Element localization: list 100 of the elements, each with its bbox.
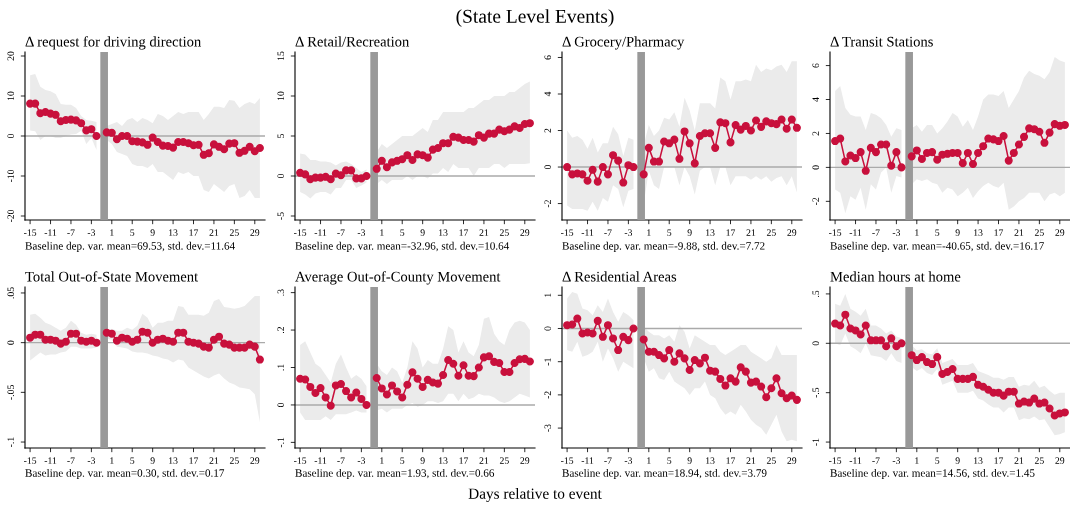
y-tick-label: -.1 [7,437,15,447]
x-tick-label: 13 [974,457,983,464]
y-tick-label: -1 [812,438,819,446]
x-tick-label: -7 [67,457,75,464]
y-tick-label: 2 [812,131,819,136]
x-tick-label: -15 [560,457,574,464]
y-tick-label: .05 [7,287,15,299]
x-tick-label: 5 [130,229,135,236]
x-tick-label: -11 [581,229,594,236]
x-tick-label: 5 [935,229,940,236]
y-tick-label: 0 [277,173,284,179]
x-tick-label: 9 [955,457,960,464]
y-tick-label: 6 [544,55,551,60]
y-tick-label: 1 [544,293,551,297]
y-tick-label: 15 [277,51,284,61]
y-tick-label: .2 [277,326,285,334]
x-tick-label: -7 [604,457,612,464]
x-tick-label: -3 [624,229,633,236]
x-tick-label: -15 [293,229,307,236]
y-tick-label: -2 [544,200,551,208]
y-tick-label: -.1 [277,437,285,448]
x-tick-label: 21 [209,457,219,464]
x-tick-label: 25 [1034,229,1044,236]
x-tick-label: -3 [357,229,366,236]
x-tick-label: -3 [87,457,96,464]
x-tick-label: 13 [439,229,448,236]
x-tick-label: -15 [560,229,574,236]
x-tick-label: 29 [787,457,797,464]
x-tick-label: -3 [892,457,901,464]
text: Baseline dep. var. mean=-32.96, std. dev.=10.64 [295,241,510,252]
x-tick-label: 29 [1055,457,1065,464]
x-tick-label: 13 [974,229,983,236]
x-tick-label: 13 [169,229,178,236]
text: Baseline dep. var. mean=18.94, std. dev.=3.79 [562,468,767,480]
x-tick-label: 29 [250,457,260,464]
x-tick-label: 1 [110,457,114,464]
y-tick-label: 0 [812,165,819,170]
chart-title: Total Out-of-State Movement [25,271,199,282]
y-tick-label: -3 [544,424,551,432]
x-tick-label: 21 [209,229,219,236]
y-tick-label: 0 [7,133,14,139]
x-tick-label: 17 [459,229,469,236]
x-tick-label: -15 [293,457,307,464]
text: Baseline dep. var. mean=-40.65, std. dev.=16.17 [830,241,1044,252]
x-tick-label: 17 [459,457,469,464]
y-tick-label: .3 [277,289,285,296]
x-tick-label: 21 [746,229,756,236]
x-tick-label: -7 [337,229,345,236]
x-tick-label: 25 [499,229,509,236]
y-tick-label: -10 [7,169,14,183]
x-tick-label: -3 [624,457,633,464]
x-tick-label: 25 [229,457,239,464]
x-tick-label: 17 [189,457,199,464]
y-tick-label: 0 [7,340,14,345]
y-tick-label: 0 [812,341,819,346]
x-tick-label: -15 [828,457,842,464]
x-tick-label: -11 [314,457,327,464]
y-tick-label: 6 [812,63,819,68]
y-tick-label: -2 [544,391,551,399]
x-tick-label: 1 [380,457,384,464]
x-tick-label: -11 [44,229,57,236]
text: Baseline dep. var. mean=0.30, std. dev.=0.17 [25,468,225,480]
x-tick-label: -7 [337,457,345,464]
x-tick-label: 5 [400,229,405,236]
text: Days relative to event [468,488,602,502]
x-tick-label: 29 [787,229,797,236]
y-tick-label: 2 [544,128,551,133]
y-tick-label: -.5 [812,387,820,398]
y-tick-label: -1 [544,358,551,366]
x-tick-label: -7 [67,229,75,236]
x-tick-label: 9 [150,229,155,236]
x-tick-label: 5 [667,457,672,464]
x-tick-label: 5 [667,229,672,236]
x-tick-label: 21 [1014,457,1024,464]
x-tick-label: 17 [726,457,736,464]
x-tick-label: -7 [872,229,880,236]
x-tick-label: 9 [420,229,425,236]
y-tick-label: 5 [277,133,284,138]
y-tick-label: -5 [277,212,284,220]
x-tick-label: 29 [520,457,530,464]
x-tick-label: 21 [479,229,489,236]
x-tick-label: 13 [439,457,448,464]
x-tick-label: 1 [915,457,919,464]
y-tick-label: .5 [812,290,820,297]
text: Baseline dep. var. mean=-9.88, std. dev.=7.72 [562,241,765,252]
x-tick-label: 5 [935,457,940,464]
x-tick-label: -15 [828,229,842,236]
y-tick-label: 20 [7,51,14,61]
x-tick-label: 17 [189,229,199,236]
x-tick-label: 13 [706,229,715,236]
y-tick-label: 10 [7,91,14,101]
x-tick-label: 9 [955,229,960,236]
y-tick-label: .1 [277,364,285,371]
x-tick-label: 21 [479,457,489,464]
x-tick-label: -3 [892,229,901,236]
x-tick-label: -3 [357,457,366,464]
y-tick-label: 4 [812,97,819,102]
x-tick-label: 13 [706,457,715,464]
x-tick-label: 29 [520,229,530,236]
x-tick-label: 9 [687,229,692,236]
